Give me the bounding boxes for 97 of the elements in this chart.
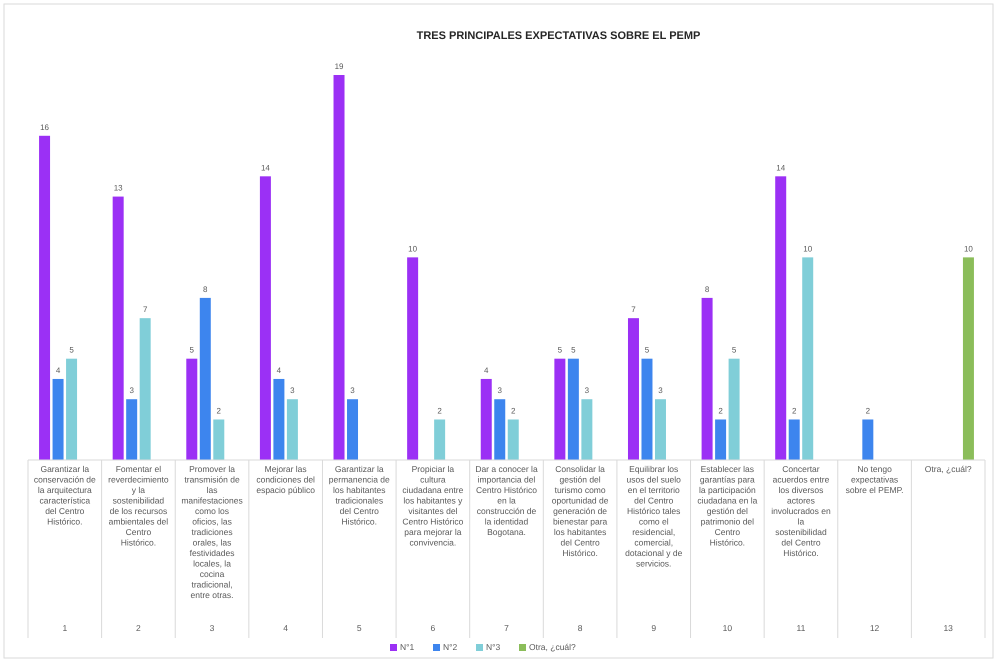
bar <box>273 378 284 460</box>
data-label: 2 <box>792 406 797 416</box>
bar <box>39 136 50 460</box>
text: Garantizar la conservación de la arquitectura característica del Centro Histórico. <box>34 464 96 526</box>
bar <box>186 358 198 460</box>
bar <box>715 419 726 460</box>
x-tick-label: 1 <box>62 623 68 633</box>
data-label: 4 <box>56 366 61 375</box>
data-label: 10 <box>964 244 974 254</box>
x-tick-label: 6 <box>430 623 436 633</box>
x-tick-label: 5 <box>356 623 362 633</box>
bar <box>508 419 519 460</box>
text: Promover la transmisión de las manifestaciones como los oficios, las tradiciones orales, las festividades locales, la cocina tradicional, entre otras. <box>181 464 243 600</box>
data-label: 2 <box>216 406 222 416</box>
bar <box>213 419 224 460</box>
text: Dar a conocer la importancia del Centro Histórico en la construcción de la identidad Bogotana. <box>475 464 538 537</box>
data-label: 3 <box>658 386 664 396</box>
data-label: 14 <box>260 163 270 172</box>
x-tick-label: 9 <box>651 623 656 633</box>
text: Consolidar la gestión del turismo como oportunidad de generación de bienestar para los habitantes del Centro Histórico. <box>552 464 608 558</box>
data-label: 19 <box>334 62 344 71</box>
bar <box>581 399 592 460</box>
data-label: 5 <box>190 346 195 355</box>
x-tick-label: 7 <box>504 623 510 633</box>
bar <box>66 358 78 460</box>
bar <box>200 298 211 460</box>
x-tick-label: 4 <box>283 623 288 633</box>
bar <box>702 298 713 460</box>
data-label: 5 <box>558 346 563 355</box>
text: No tengo expectativas sobre el PEMP. <box>846 464 904 495</box>
bar <box>628 318 639 460</box>
data-label: 16 <box>40 122 50 132</box>
bar <box>434 419 446 460</box>
x-tick-label: 12 <box>870 623 880 633</box>
x-tick-label: 2 <box>136 623 142 633</box>
data-label: 2 <box>511 406 516 416</box>
data-label: 10 <box>803 244 813 254</box>
text: Fomentar el reverdecimiento y la sostenibilidad de los recursos ambientales del Centro Histórico. <box>108 464 169 548</box>
data-label: 14 <box>776 163 786 172</box>
legend-label: Otra, ¿cuál? <box>529 642 576 652</box>
bar <box>334 75 345 460</box>
text: Concertar acuerdos entre los diversos actores involucrados en la sostenibilidad del Centro Histórico. <box>771 464 831 558</box>
x-tick-label: 3 <box>210 623 215 633</box>
data-label: 10 <box>408 244 418 254</box>
x-tick-label: 8 <box>578 623 583 633</box>
data-label: 4 <box>484 366 490 375</box>
data-label: 7 <box>631 305 636 314</box>
x-tick-label: 10 <box>722 623 732 633</box>
text: Garantizar la permanencia de los habitantes tradicionales del Centro Histórico. <box>328 464 390 526</box>
data-label: 3 <box>290 386 296 396</box>
data-label: 5 <box>571 346 576 355</box>
data-label: 2 <box>437 406 442 416</box>
data-label: 5 <box>644 346 650 355</box>
bar <box>112 196 124 460</box>
text: Establecer las garantías para la participación ciudadana en la gestión del patrimonio del Centro Histórico. <box>697 464 758 548</box>
data-label: 2 <box>718 406 724 416</box>
data-label: 5 <box>69 346 74 355</box>
bar <box>494 399 506 460</box>
text: Otra, ¿cuál? <box>924 464 972 474</box>
legend-label: N°1 <box>400 642 415 652</box>
data-label: 3 <box>584 386 590 396</box>
data-label: 2 <box>866 406 871 416</box>
data-label: 7 <box>142 305 148 314</box>
bar <box>775 176 786 460</box>
text: Equilibrar los usos del suelo en el territorio del Centro Histórico tales como el residencial, comercial, dotacional y de servicios. <box>625 464 682 568</box>
bar <box>728 358 740 460</box>
bar <box>347 399 358 460</box>
bar <box>641 358 652 460</box>
data-label: 8 <box>704 284 710 294</box>
text: Mejorar las condiciones del espacio público <box>256 464 316 495</box>
bar <box>862 419 874 460</box>
bar <box>260 176 271 460</box>
bar <box>52 378 64 460</box>
chart-title: TRES PRINCIPALES EXPECTATIVAS SOBRE EL PEMP <box>416 30 700 42</box>
bar <box>140 318 151 460</box>
data-label: 3 <box>498 386 503 396</box>
text: Propiciar la cultura ciudadana entre los habitantes y visitantes del Centro Histórico para mejorar la convivencia. <box>402 464 464 548</box>
x-tick-label: 13 <box>943 623 954 633</box>
data-label: 13 <box>114 184 124 193</box>
bar <box>480 378 492 460</box>
legend-label: N°2 <box>443 642 458 652</box>
bar <box>554 358 566 460</box>
data-label: 5 <box>732 346 737 355</box>
bar <box>407 257 418 460</box>
x-tick-label: 11 <box>796 623 806 633</box>
bar <box>286 399 298 460</box>
data-label: 3 <box>129 386 134 396</box>
bar <box>654 399 666 460</box>
data-label: 3 <box>350 386 356 396</box>
data-label: 8 <box>203 284 208 294</box>
bar <box>962 257 974 460</box>
bar <box>126 399 138 460</box>
bar <box>568 358 579 460</box>
bar <box>802 257 814 460</box>
legend-label: N°3 <box>486 642 501 652</box>
bar <box>788 419 800 460</box>
data-label: 4 <box>276 366 282 375</box>
